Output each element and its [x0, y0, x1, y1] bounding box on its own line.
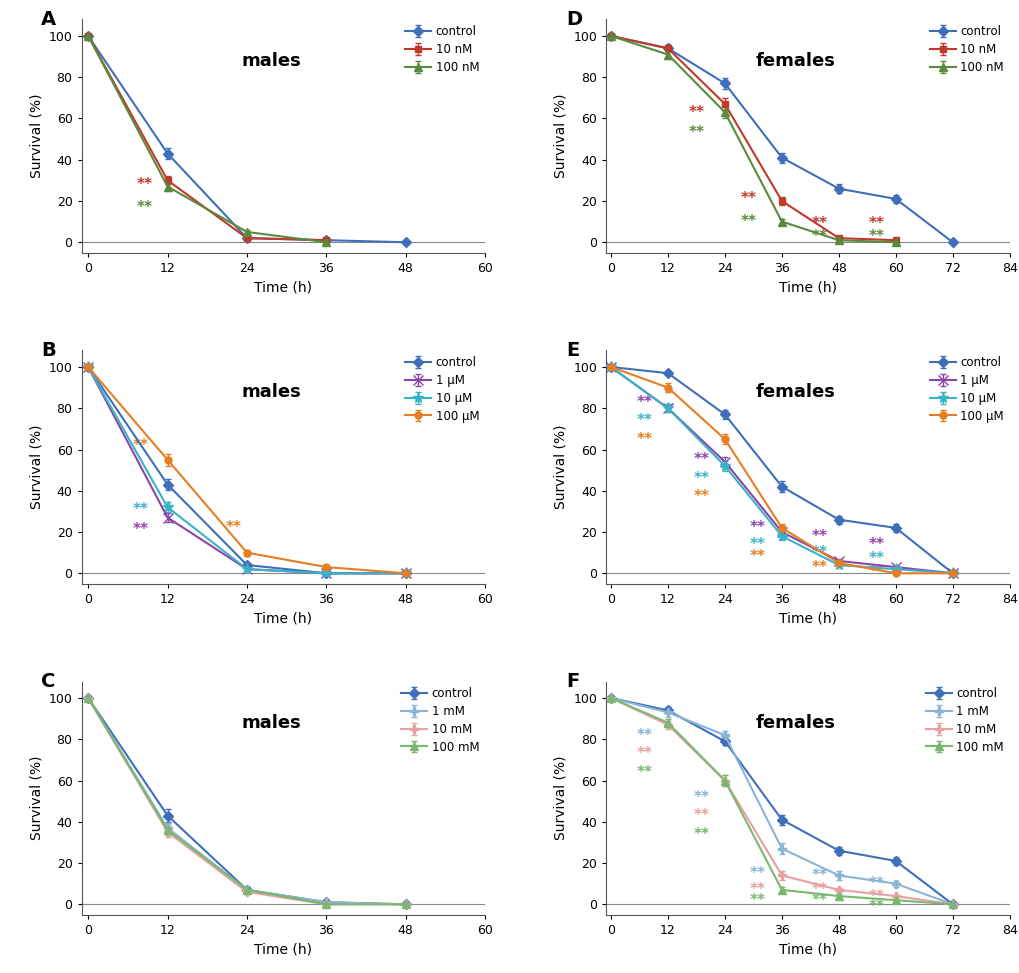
Text: **: ** — [811, 216, 827, 232]
Text: B: B — [41, 342, 56, 360]
Legend: control, 1 mM, 10 mM, 100 mM: control, 1 mM, 10 mM, 100 mM — [922, 685, 1006, 756]
X-axis label: Time (h): Time (h) — [254, 280, 312, 294]
Y-axis label: Survival (%): Survival (%) — [553, 425, 568, 509]
Text: females: females — [755, 383, 835, 402]
Text: **: ** — [636, 765, 651, 779]
Text: **: ** — [740, 214, 756, 229]
Text: **: ** — [749, 537, 765, 552]
Text: **: ** — [868, 537, 884, 552]
X-axis label: Time (h): Time (h) — [779, 611, 837, 626]
Text: D: D — [566, 10, 582, 29]
Text: **: ** — [749, 892, 765, 908]
Text: **: ** — [693, 789, 708, 805]
Legend: control, 1 μM, 10 μM, 100 μM: control, 1 μM, 10 μM, 100 μM — [403, 354, 481, 425]
Legend: control, 10 nM, 100 nM: control, 10 nM, 100 nM — [926, 23, 1006, 76]
Text: **: ** — [868, 876, 884, 891]
Text: **: ** — [740, 192, 756, 206]
Text: **: ** — [811, 892, 827, 908]
X-axis label: Time (h): Time (h) — [254, 611, 312, 626]
Text: males: males — [242, 53, 301, 70]
Text: **: ** — [137, 177, 152, 192]
Text: **: ** — [133, 523, 149, 537]
Y-axis label: Survival (%): Survival (%) — [30, 756, 43, 841]
Legend: control, 1 mM, 10 mM, 100 mM: control, 1 mM, 10 mM, 100 mM — [398, 685, 481, 756]
Text: **: ** — [749, 521, 765, 535]
Text: **: ** — [693, 489, 708, 504]
Text: **: ** — [693, 471, 708, 486]
Text: F: F — [566, 672, 579, 691]
Text: **: ** — [693, 809, 708, 823]
Y-axis label: Survival (%): Survival (%) — [30, 93, 43, 178]
Text: females: females — [755, 714, 835, 733]
Text: **: ** — [868, 552, 884, 566]
Text: C: C — [41, 672, 56, 691]
Legend: control, 10 nM, 100 nM: control, 10 nM, 100 nM — [403, 23, 481, 76]
Y-axis label: Survival (%): Survival (%) — [553, 756, 568, 841]
Text: **: ** — [811, 883, 827, 897]
Text: E: E — [566, 342, 579, 360]
Text: **: ** — [688, 105, 704, 120]
Y-axis label: Survival (%): Survival (%) — [30, 425, 43, 509]
Text: **: ** — [636, 746, 651, 761]
Text: **: ** — [811, 868, 827, 883]
Text: **: ** — [636, 432, 651, 447]
Text: **: ** — [811, 229, 827, 243]
Text: **: ** — [636, 728, 651, 742]
Text: **: ** — [636, 395, 651, 410]
Text: males: males — [242, 714, 301, 733]
Text: **: ** — [636, 414, 651, 428]
Text: **: ** — [137, 199, 152, 215]
Text: **: ** — [868, 899, 884, 914]
Text: **: ** — [133, 502, 149, 517]
Text: A: A — [41, 10, 56, 29]
Text: **: ** — [811, 545, 827, 560]
Text: **: ** — [225, 521, 242, 535]
Text: **: ** — [811, 528, 827, 544]
X-axis label: Time (h): Time (h) — [254, 942, 312, 956]
Text: **: ** — [749, 550, 765, 564]
Text: **: ** — [811, 559, 827, 575]
Text: **: ** — [749, 883, 765, 897]
Legend: control, 1 μM, 10 μM, 100 μM: control, 1 μM, 10 μM, 100 μM — [926, 354, 1006, 425]
X-axis label: Time (h): Time (h) — [779, 942, 837, 956]
Text: **: ** — [688, 126, 704, 140]
Text: **: ** — [693, 452, 708, 467]
X-axis label: Time (h): Time (h) — [779, 280, 837, 294]
Text: **: ** — [868, 216, 884, 232]
Text: males: males — [242, 383, 301, 402]
Text: **: ** — [868, 563, 884, 579]
Text: females: females — [755, 53, 835, 70]
Text: **: ** — [693, 827, 708, 842]
Text: **: ** — [868, 888, 884, 904]
Text: **: ** — [868, 229, 884, 243]
Y-axis label: Survival (%): Survival (%) — [553, 93, 568, 178]
Text: **: ** — [749, 866, 765, 881]
Text: **: ** — [133, 438, 149, 452]
